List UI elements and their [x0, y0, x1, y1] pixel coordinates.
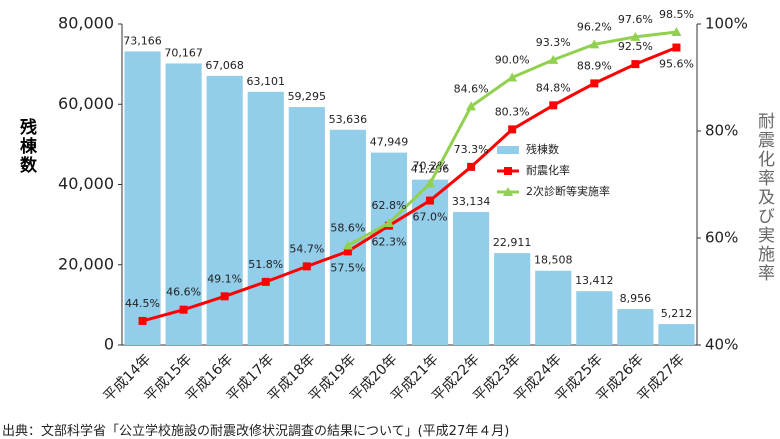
legend-label: 残棟数: [526, 142, 559, 156]
y2-tick-label: 80%: [705, 122, 738, 140]
y-tick-label: 20,000: [58, 254, 114, 273]
y-tick-label: 0: [104, 335, 114, 354]
y2-tick-label: 100%: [705, 15, 748, 33]
line-marker: [342, 240, 353, 250]
bar: [165, 63, 202, 345]
y2-tick-label: 40%: [705, 336, 738, 354]
bar: [576, 291, 613, 345]
y-tick-label: 40,000: [58, 174, 114, 193]
line-value-label: 95.6%: [659, 58, 694, 71]
line-value-label: 44.5%: [125, 297, 160, 310]
bar-value-label: 59,295: [288, 90, 327, 103]
bar-value-label: 73,166: [123, 34, 162, 47]
line-value-label: 62.8%: [371, 199, 406, 212]
line-value-label: 80.3%: [495, 105, 530, 118]
line-value-label: 46.6%: [166, 286, 201, 299]
bar-value-label: 13,412: [575, 274, 614, 287]
legend-label: 2次診断等実施率: [526, 184, 610, 198]
line-marker: [467, 162, 476, 171]
source-note: 出典：文部科学省「公立学校施設の耐震改修状況調査の結果について」(平成27年４月…: [2, 424, 510, 439]
line: [142, 46, 678, 323]
bar-value-label: 22,911: [493, 236, 532, 249]
y2-tick-label: 60%: [705, 229, 738, 247]
line-value-label: 73.3%: [454, 143, 489, 156]
line-value-label: 54.7%: [289, 242, 324, 255]
line-marker: [426, 196, 435, 205]
line-marker: [179, 305, 188, 314]
y-tick-label: 60,000: [58, 94, 114, 113]
bar: [206, 75, 243, 345]
line-value-label: 98.5%: [659, 8, 694, 21]
line-marker: [508, 125, 517, 134]
line-value-label: 96.2%: [577, 20, 612, 33]
line-value-label: 97.6%: [618, 13, 653, 26]
y-axis-label: 残棟数: [16, 118, 36, 175]
legend-marker: [504, 167, 512, 175]
line-value-label: 49.1%: [207, 272, 242, 285]
line-value-label: 58.6%: [330, 221, 365, 234]
line-marker: [302, 262, 311, 271]
line-marker: [220, 292, 229, 301]
line-marker: [671, 27, 682, 37]
bar-value-label: 63,101: [247, 75, 286, 88]
line-marker: [383, 218, 394, 228]
legend-swatch: [497, 146, 519, 154]
line-marker: [672, 43, 681, 52]
line-value-label: 62.3%: [371, 236, 406, 249]
line-marker: [466, 101, 477, 111]
line-value-label: 51.8%: [248, 258, 283, 271]
line-marker: [261, 277, 270, 286]
bar-value-label: 33,134: [452, 195, 491, 208]
line-marker: [507, 72, 518, 82]
bar-value-label: 5,212: [661, 307, 693, 320]
y2-axis-label: 耐震化率及び実施率: [754, 112, 774, 283]
bar-value-label: 18,508: [534, 254, 573, 267]
line-marker: [425, 178, 436, 188]
line-value-label: 84.6%: [454, 82, 489, 95]
bar-value-label: 67,068: [205, 59, 244, 72]
line-marker: [630, 31, 641, 41]
bar: [494, 253, 531, 345]
bar: [658, 324, 695, 345]
line-value-label: 70.2%: [413, 159, 448, 172]
bar: [288, 107, 325, 345]
line-marker: [631, 60, 640, 69]
line-marker: [549, 101, 558, 110]
chart: 020,00040,00060,00080,00040%60%80%100%平成…: [58, 8, 748, 405]
line-value-label: 90.0%: [495, 54, 530, 67]
line-marker: [590, 79, 599, 88]
bar-value-label: 53,636: [329, 113, 368, 126]
line-marker: [548, 54, 559, 64]
bar: [124, 51, 161, 346]
line-value-label: 57.5%: [330, 261, 365, 274]
bar: [370, 152, 408, 345]
line-value-label: 92.5%: [618, 40, 653, 53]
legend-marker: [503, 187, 513, 196]
line-marker: [589, 39, 600, 49]
y-tick-label: 80,000: [58, 14, 114, 33]
line-marker: [138, 316, 147, 325]
bar: [535, 270, 572, 345]
bar-value-label: 70,167: [164, 46, 203, 59]
line-value-label: 84.8%: [536, 81, 571, 94]
line-value-label: 67.0%: [413, 211, 448, 224]
line-marker: [343, 247, 352, 256]
bar: [453, 212, 490, 345]
bar: [247, 91, 284, 345]
bar-value-label: 47,949: [370, 136, 409, 149]
bar-value-label: 8,956: [620, 292, 652, 305]
bar: [617, 309, 654, 345]
line-value-label: 88.9%: [577, 59, 612, 72]
line-value-label: 93.3%: [536, 36, 571, 49]
legend-label: 耐震化率: [526, 163, 570, 177]
